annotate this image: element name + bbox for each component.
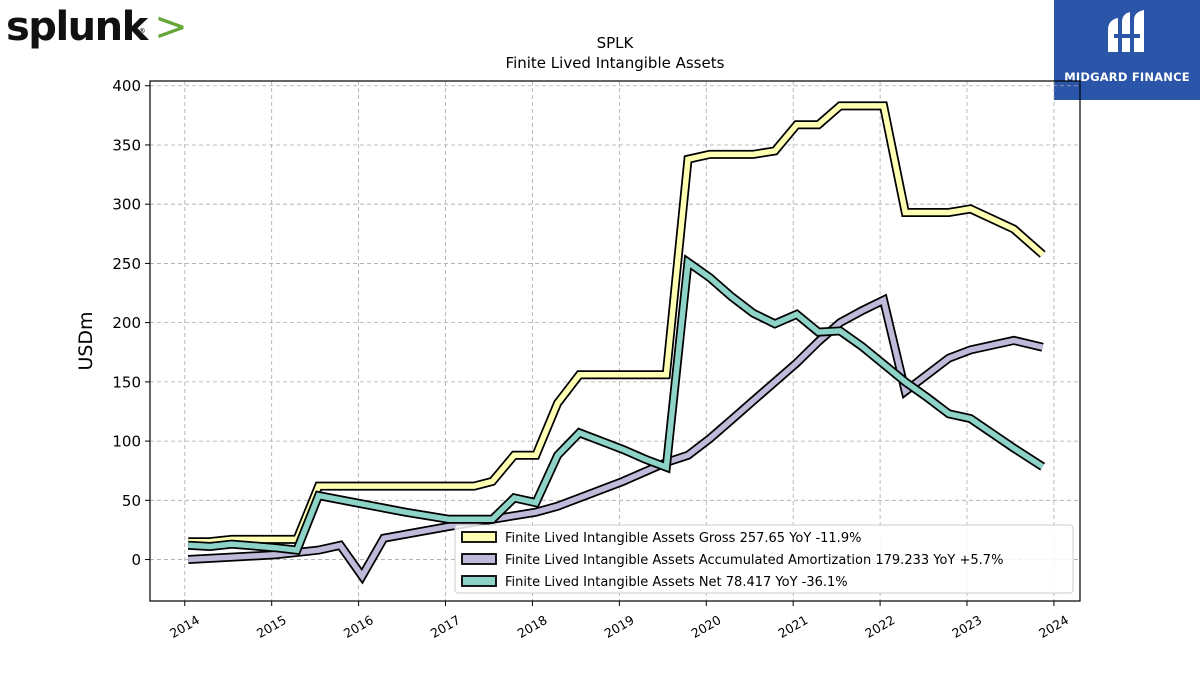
legend-entry-2: Finite Lived Intangible Assets Net 78.41…: [505, 575, 848, 590]
x-tick-label: 2014: [167, 612, 202, 641]
legend-entry-1: Finite Lived Intangible Assets Accumulat…: [505, 553, 1003, 568]
series-line-1: [188, 296, 1044, 582]
y-axis-label: USDm: [75, 311, 97, 370]
y-tick-label: 0: [131, 551, 141, 569]
y-tick-label: 200: [112, 314, 141, 332]
x-tick-label: 2018: [515, 612, 550, 641]
series-line-0: [188, 103, 1045, 545]
chart-title: SPLK: [597, 34, 635, 52]
y-tick-label: 100: [112, 433, 141, 451]
x-tick-label: 2023: [949, 612, 984, 641]
x-tick-label: 2020: [688, 612, 723, 641]
y-tick-label: 50: [122, 492, 141, 510]
legend-box: [454, 524, 1074, 594]
splunk-logo: splunk® >: [6, 4, 188, 50]
x-axis-ticks: 2014 2015 2016 2017 2018 2019 2020 2021 2022 2023…: [167, 601, 1071, 641]
x-tick-label: 2015: [254, 612, 289, 641]
midgard-finance-name: MIDGARD FINANCE: [1064, 70, 1190, 84]
y-tick-label: 250: [112, 255, 141, 273]
y-tick-label: 300: [112, 196, 141, 214]
chart-subtitle: Finite Lived Intangible Assets: [506, 54, 725, 72]
legend-swatch-2: [461, 575, 497, 587]
legend-entry-0: Finite Lived Intangible Assets Gross 257…: [505, 531, 861, 546]
midgard-finance-logo: MIDGARD FINANCE: [1054, 0, 1200, 100]
legend: Finite Lived Intangible Assets Gross 257…: [454, 524, 1074, 594]
x-tick-label: 2016: [341, 612, 376, 641]
y-tick-label: 150: [112, 373, 141, 391]
grid-lines: [150, 81, 1080, 601]
y-axis-ticks: 0 50 100 150 200 250 300 350 400: [112, 77, 150, 569]
legend-swatch-0: [461, 531, 497, 543]
x-tick-label: 2019: [602, 612, 637, 641]
series-outline-0: [188, 101, 1046, 547]
midgard-emblem-icon: [1108, 10, 1144, 52]
plot-frame: [149, 80, 1081, 602]
series-lines: [187, 101, 1046, 585]
x-tick-label: 2024: [1036, 612, 1071, 641]
y-tick-label: 350: [112, 136, 141, 154]
legend-swatch-1: [461, 553, 497, 565]
x-tick-label: 2017: [428, 612, 463, 641]
series-line-2: [188, 257, 1045, 554]
x-tick-label: 2021: [775, 612, 810, 641]
y-tick-label: 400: [112, 77, 141, 95]
x-tick-label: 2022: [862, 612, 897, 641]
